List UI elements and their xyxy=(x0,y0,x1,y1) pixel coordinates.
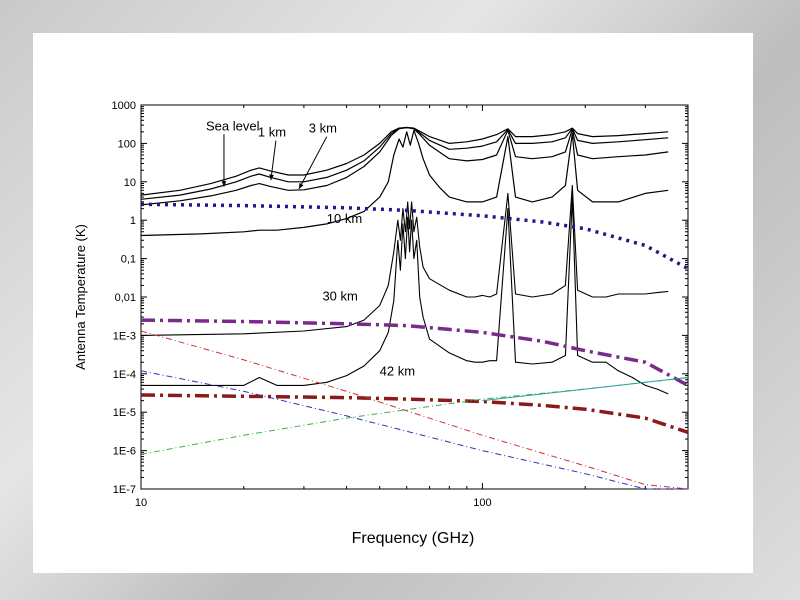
annotation-arrowhead xyxy=(298,183,304,189)
x-axis-title: Frequency (GHz) xyxy=(352,530,475,547)
series-line-navy-dotted xyxy=(140,202,689,271)
series-line-42km xyxy=(141,196,669,395)
series-line-sea-level xyxy=(140,126,669,196)
y-tick-label: 1E-6 xyxy=(113,446,136,458)
annotation-label: 10 km xyxy=(327,211,362,226)
series-line-darkred-dashdot xyxy=(140,393,689,434)
y-tick-label: 100 xyxy=(118,138,136,150)
x-tick-label: 100 xyxy=(473,497,491,509)
annotation-arrowhead xyxy=(269,174,274,181)
y-tick-label: 1E-3 xyxy=(113,330,136,342)
series-line-red-thin xyxy=(140,330,689,490)
y-tick-label: 1 xyxy=(130,215,136,227)
series-line-green-thin xyxy=(140,377,689,455)
series-line-teal-thin xyxy=(482,377,689,402)
series-line-10km xyxy=(140,129,669,237)
annotation-arrowhead xyxy=(221,181,227,187)
annotation-label: 1 km xyxy=(258,125,286,140)
x-tick-label: 10 xyxy=(135,497,147,509)
y-tick-label: 1000 xyxy=(112,100,136,112)
series-line-3km xyxy=(140,126,669,206)
y-axis-title: Antenna Temperature (K) xyxy=(73,224,88,370)
y-tick-label: 1E-5 xyxy=(113,407,136,419)
slide-panel: 1000 100 10 1 0,1 0,01 1E-3 1E-4 1E-5 1E-6 1E-7 10 1… xyxy=(33,33,753,573)
annotation-arrow xyxy=(270,140,277,181)
annotation-label: 42 km xyxy=(380,364,415,379)
annotation-label: 30 km xyxy=(322,289,357,304)
y-tick-label: 10 xyxy=(124,177,136,189)
annotation-label: Sea level xyxy=(206,118,260,133)
y-tick-label: 1E-4 xyxy=(113,369,136,381)
series-group xyxy=(140,126,689,490)
annotation-arrow xyxy=(298,136,328,190)
series-line-purple-dashdot xyxy=(140,318,689,387)
series-line-blue-thin xyxy=(140,370,688,490)
y-tick-label: 1E-7 xyxy=(113,484,136,496)
series-line-30km xyxy=(140,184,669,336)
annotation-label: 3 km xyxy=(309,121,337,136)
series-line-1km xyxy=(140,126,669,200)
y-tick-label: 0,01 xyxy=(115,292,136,304)
y-tick-label: 0,1 xyxy=(121,254,136,266)
